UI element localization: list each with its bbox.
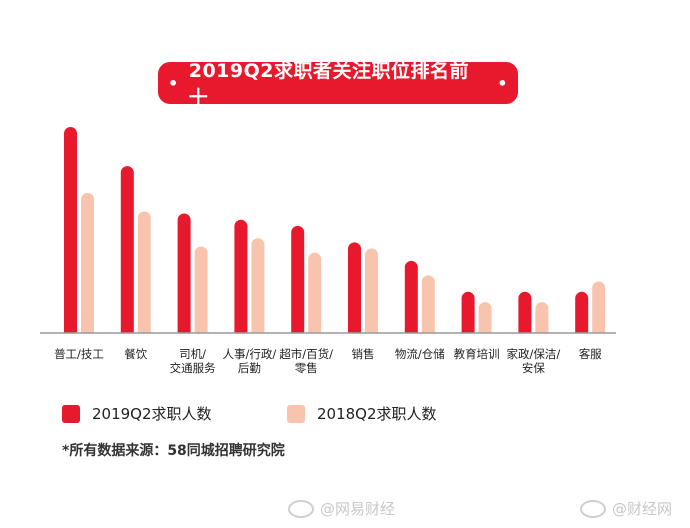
legend-item-2018: 2018Q2求职人数 [287,403,437,424]
bar-2019-4 [291,225,305,333]
bar-2019-3 [234,219,248,333]
bar-2019-0 [64,127,77,333]
legend-label-2018: 2018Q2求职人数 [317,405,437,423]
legend-swatch-2019 [62,404,80,423]
chart-title-banner: • 2019Q2求职者关注职位排名前十 • [158,60,518,109]
bar-2019-2 [177,213,191,333]
legend-label-2019: 2019Q2求职人数 [92,405,212,423]
bar-2018-5 [365,248,378,333]
watermark-text: @网易财经 [320,500,396,518]
category-label-8: 家政/保洁/安保 [507,347,561,375]
bar-2019-8 [518,291,532,333]
bar-2019-6 [404,260,418,333]
chart-title: 2019Q2求职者关注职位排名前十 [188,60,469,109]
bar-2018-3 [251,238,265,333]
bar-2018-4 [308,252,322,333]
watermark-caijing: @财经网 [580,498,672,519]
bar-2019-9 [575,291,589,333]
category-label-1: 餐饮 [124,347,147,361]
title-dot-left: • [168,73,179,93]
bar-2019-1 [120,166,134,333]
bar-2018-7 [478,302,492,333]
weibo-icon [580,499,606,518]
category-label-0: 普工/技工 [54,347,104,361]
category-label-6: 物流/仓储 [395,347,445,361]
legend-item-2019: 2019Q2求职人数 [62,403,212,424]
bar-2018-8 [535,302,549,333]
data-source-note: *所有数据来源：58同城招聘研究院 [62,443,285,459]
bar-2018-1 [137,211,151,333]
bar-2018-9 [592,281,606,333]
title-dot-right: • [497,73,508,93]
bar-2018-0 [81,192,94,333]
watermark-netease: @网易财经 [288,498,395,519]
category-label-7: 教育培训 [454,347,500,361]
watermark-text: @财经网 [612,500,673,518]
bar-2018-6 [421,275,435,333]
bar-2019-5 [348,242,361,333]
category-label-3: 人事/行政/后勤 [223,347,277,375]
category-label-4: 超市/百货/零售 [279,347,333,375]
legend-swatch-2018 [287,404,305,423]
category-label-9: 客服 [579,347,602,361]
category-label-2: 司机/交通服务 [170,347,216,375]
weibo-icon [288,499,314,518]
bar-2018-2 [194,246,208,333]
category-label-5: 销售 [352,347,375,361]
bar-2019-7 [461,291,475,333]
